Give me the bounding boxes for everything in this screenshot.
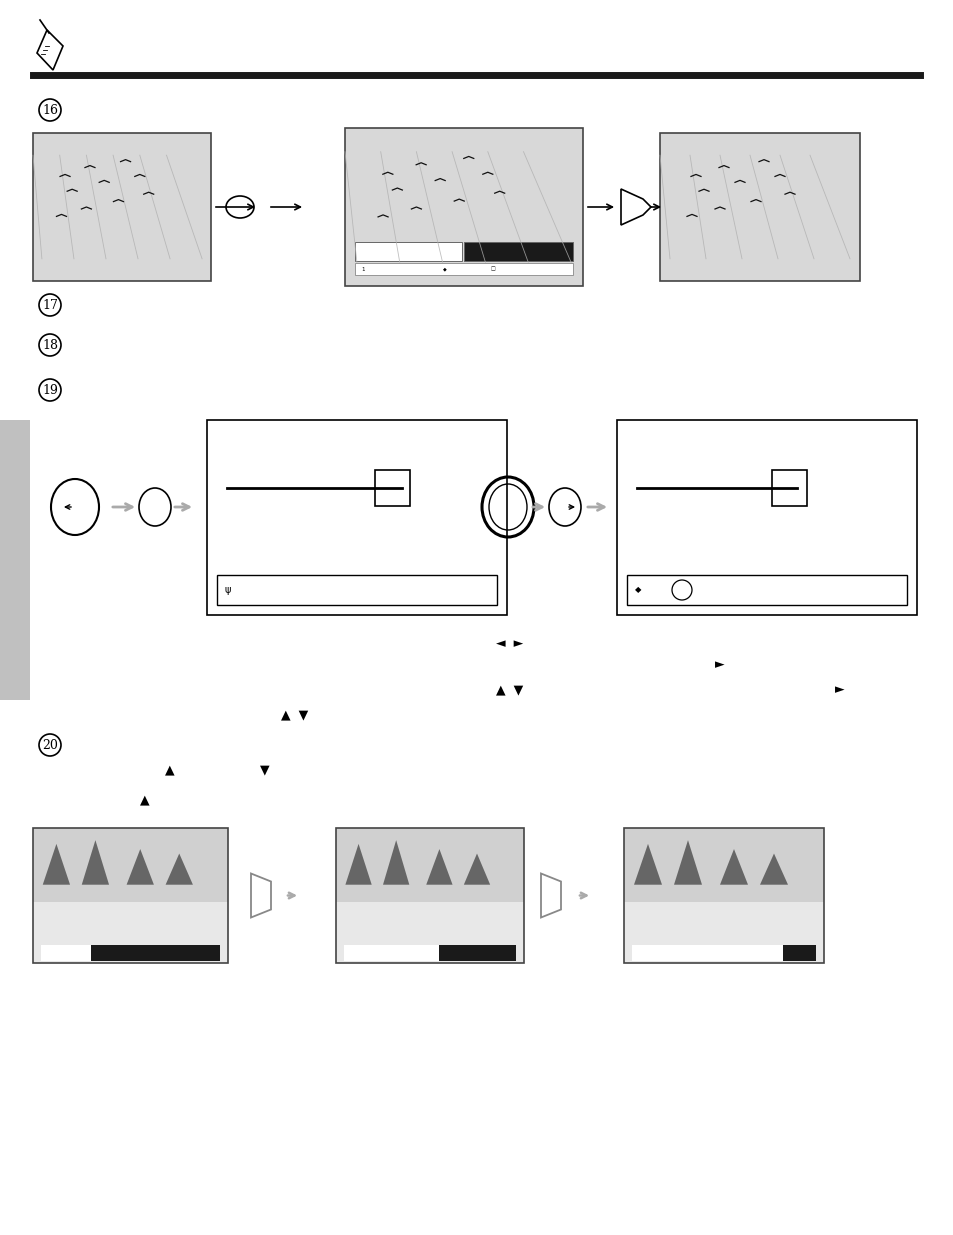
Text: ▲: ▲ <box>165 763 174 777</box>
Polygon shape <box>127 848 153 884</box>
Text: 19: 19 <box>42 384 58 396</box>
Bar <box>631 945 815 961</box>
Text: ◄  ►: ◄ ► <box>496 636 523 650</box>
Circle shape <box>671 580 691 600</box>
Text: 16: 16 <box>42 104 58 116</box>
Text: ψ: ψ <box>225 585 232 595</box>
Polygon shape <box>426 848 452 884</box>
Bar <box>335 827 523 903</box>
Polygon shape <box>463 853 490 884</box>
Bar <box>344 945 438 961</box>
Polygon shape <box>634 844 661 884</box>
Bar <box>345 128 582 287</box>
Bar <box>623 903 823 963</box>
Polygon shape <box>43 844 70 884</box>
Bar <box>355 263 573 275</box>
Polygon shape <box>760 853 787 884</box>
Text: ▲  ▼: ▲ ▼ <box>496 683 523 697</box>
Bar <box>623 827 823 903</box>
Bar <box>375 471 410 506</box>
Bar <box>33 133 211 282</box>
Bar <box>33 827 228 903</box>
Polygon shape <box>345 844 372 884</box>
Bar <box>33 827 228 963</box>
Text: ▼: ▼ <box>260 763 270 777</box>
Text: 18: 18 <box>42 338 58 352</box>
Text: ►: ► <box>834 683 844 697</box>
Text: ◆: ◆ <box>442 267 446 272</box>
Text: ▲  ▼: ▲ ▼ <box>281 709 309 721</box>
Bar <box>771 471 806 506</box>
Text: ▲: ▲ <box>140 794 150 806</box>
Bar <box>33 903 228 963</box>
Polygon shape <box>673 840 701 884</box>
Bar <box>617 420 916 615</box>
Text: □: □ <box>490 267 495 272</box>
Polygon shape <box>166 853 193 884</box>
Polygon shape <box>82 840 109 884</box>
Polygon shape <box>382 840 409 884</box>
Bar <box>41 945 91 961</box>
Polygon shape <box>720 848 747 884</box>
Bar <box>344 945 516 961</box>
Bar <box>216 576 497 605</box>
Text: 1: 1 <box>361 267 365 272</box>
Bar <box>631 945 782 961</box>
Bar <box>659 133 859 282</box>
Text: 20: 20 <box>42 739 58 752</box>
Bar <box>335 827 523 963</box>
Bar <box>0 420 30 700</box>
Bar <box>41 945 220 961</box>
Text: ►: ► <box>715 658 724 672</box>
Bar <box>463 242 573 261</box>
Bar <box>355 242 461 261</box>
Bar <box>626 576 906 605</box>
Bar <box>623 827 823 963</box>
Text: ◆: ◆ <box>635 585 640 594</box>
Bar <box>207 420 506 615</box>
Text: 17: 17 <box>42 299 58 311</box>
Bar <box>335 903 523 963</box>
